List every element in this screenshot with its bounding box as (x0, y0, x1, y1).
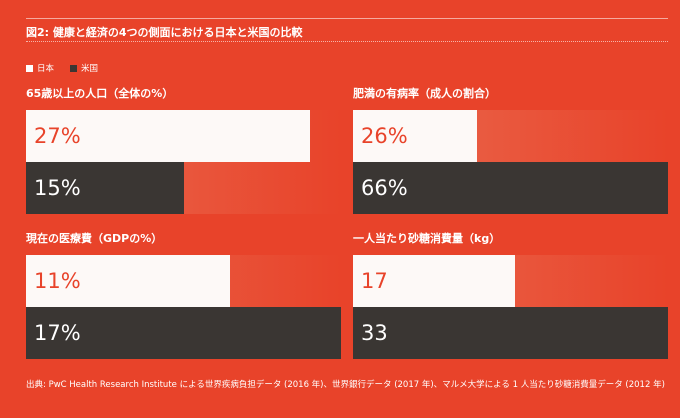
panel-title: 肥満の有病率（成人の割合） (353, 87, 496, 100)
bar-japan (353, 255, 516, 307)
track-us: 33 (353, 307, 668, 359)
panel-obesity-prevalence: 肥満の有病率（成人の割合） 26% 66% (353, 85, 668, 217)
legend: 日本 米国 (26, 62, 98, 74)
bar-us (353, 162, 668, 214)
dotted-divider (26, 41, 668, 42)
bar-japan (26, 110, 310, 162)
track-japan: 27% (26, 110, 341, 162)
bar-japan (26, 255, 230, 307)
track-japan: 11% (26, 255, 341, 307)
panel-population-65plus: 65歳以上の人口（全体の%） 27% 15% (26, 85, 341, 217)
panel-sugar-consumption: 一人当たり砂糖消費量（kg） 17 33 (353, 230, 668, 362)
value-label-us: 15% (34, 176, 81, 200)
legend-swatch-japan (26, 64, 33, 72)
top-rule (26, 18, 668, 19)
value-label-us: 33 (361, 321, 388, 345)
value-label-us: 17% (34, 321, 81, 345)
value-label-us: 66% (361, 176, 408, 200)
bar-us (26, 307, 341, 359)
bar-us (353, 307, 668, 359)
track-us: 17% (26, 307, 341, 359)
bar-japan (353, 110, 478, 162)
value-label-japan: 17 (361, 269, 388, 293)
value-label-japan: 26% (361, 124, 408, 148)
value-label-japan: 11% (34, 269, 81, 293)
track-japan: 17 (353, 255, 668, 307)
figure-title: 図2: 健康と経済の4つの側面における日本と米国の比較 (26, 26, 303, 39)
legend-label-us: 米国 (81, 64, 99, 74)
panel-title: 65歳以上の人口（全体の%） (26, 87, 174, 100)
source-note: 出典: PwC Health Research Institute による世界疾… (26, 380, 665, 390)
panel-title: 現在の医療費（GDPの%） (26, 232, 163, 245)
legend-swatch-us (70, 64, 78, 72)
value-label-japan: 27% (34, 124, 81, 148)
panel-title: 一人当たり砂糖消費量（kg） (353, 232, 501, 245)
track-us: 66% (353, 162, 668, 214)
track-japan: 26% (353, 110, 668, 162)
legend-label-japan: 日本 (37, 64, 55, 74)
bar-us (26, 162, 184, 214)
track-us: 15% (26, 162, 341, 214)
panel-health-expenditure: 現在の医療費（GDPの%） 11% 17% (26, 230, 341, 362)
